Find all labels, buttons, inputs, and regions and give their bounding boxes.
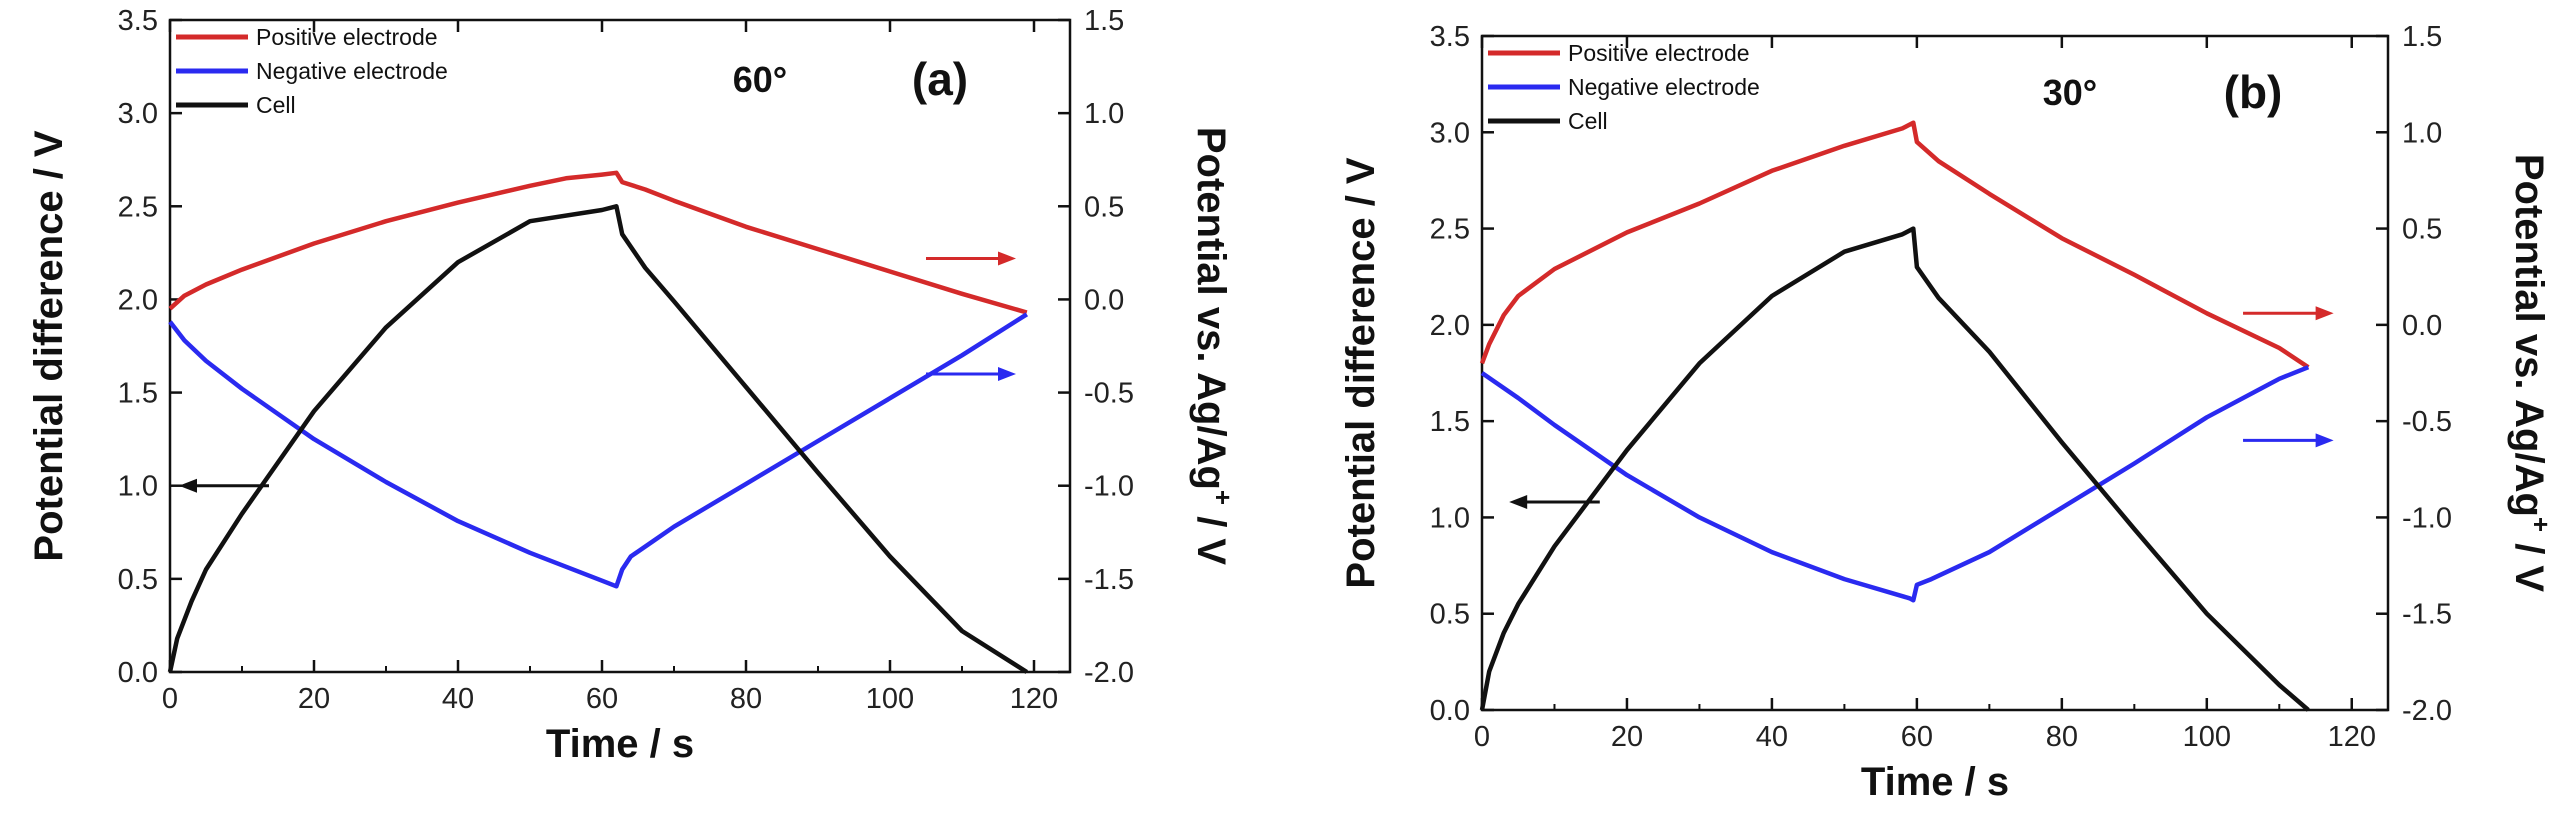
y-tick-label: 3.0	[1430, 117, 1470, 149]
legend-label: Cell	[256, 92, 296, 118]
y-tick-label: 3.0	[118, 98, 158, 130]
y-tick-label: 2.0	[1430, 310, 1470, 342]
y-tick-label: 2.5	[118, 191, 158, 223]
y-tick-label: 1.5	[118, 378, 158, 410]
y2-tick-label: -1.0	[2402, 502, 2452, 534]
y2-axis-label: Potential vs. Ag/Ag+ / V	[1189, 127, 1238, 566]
y2-axis-label-unit: / V	[2507, 532, 2551, 592]
y2-axis-label-main: Potential vs. Ag/Ag	[1189, 127, 1233, 490]
y2-tick-label: -1.5	[2402, 599, 2452, 631]
x-tick-label: 0	[1474, 721, 1490, 753]
y-tick-label: 0.0	[118, 657, 158, 689]
panel-label: (a)	[912, 53, 968, 105]
x-tick-label: 60	[586, 683, 618, 715]
legend-label: Negative electrode	[1568, 74, 1760, 100]
y2-axis-label-superscript: +	[2526, 517, 2556, 532]
legend-label: Positive electrode	[256, 24, 438, 50]
axis-indicator-arrowhead	[2315, 433, 2334, 448]
y2-tick-label: -0.5	[2402, 406, 2452, 438]
y2-tick-label: -1.5	[1084, 564, 1134, 596]
x-tick-label: 40	[442, 683, 474, 715]
axis-indicator-arrowhead	[998, 251, 1016, 266]
series-line-positive-electrode	[1479, 120, 2310, 370]
y2-axis-label: Potential vs. Ag/Ag+ / V	[2507, 154, 2556, 593]
axis-indicator-arrowhead	[1509, 495, 1528, 510]
y-tick-label: 1.0	[118, 471, 158, 503]
y-tick-label: 0.5	[118, 564, 158, 596]
series-line-positive-electrode	[168, 170, 1028, 315]
y2-axis-label-superscript: +	[1208, 490, 1238, 505]
plot-frame	[1480, 34, 2390, 712]
angle-annotation: 30°	[2043, 72, 2097, 113]
series-line-cell	[1479, 226, 2310, 712]
plot-frame	[168, 18, 1072, 674]
panel-label: (b)	[2224, 66, 2283, 118]
y-tick-label: 1.5	[1430, 406, 1470, 438]
series-line-cell	[167, 204, 1029, 674]
axis-indicator-arrowhead	[2315, 306, 2334, 321]
chart-panel-a: 0 20 40 60 80 100 120 0.0 0.5 1.0 1.5 2.0 2.5 3.0 3.5 -…	[27, 5, 1238, 766]
y2-tick-label: -0.5	[1084, 378, 1134, 410]
x-axis-label: Time / s	[546, 722, 694, 766]
y-tick-label: 2.0	[118, 284, 158, 316]
y-tick-label: 0.0	[1430, 695, 1470, 727]
y2-tick-label: -2.0	[1084, 657, 1134, 689]
y2-tick-label: 1.0	[2402, 117, 2442, 149]
y2-tick-label: -1.0	[1084, 471, 1134, 503]
y2-tick-label: 0.5	[1084, 191, 1124, 223]
x-tick-label: 100	[2183, 721, 2231, 753]
axis-indicator-arrowhead	[998, 366, 1016, 381]
y2-tick-label: 0.0	[1084, 284, 1124, 316]
y-axis-label: Potential difference / V	[1339, 157, 1383, 589]
series-line-negative-electrode	[168, 312, 1029, 589]
angle-annotation: 60°	[733, 59, 787, 100]
x-axis-label: Time / s	[1861, 760, 2009, 804]
y2-tick-label: 1.5	[2402, 21, 2442, 53]
x-tick-label: 80	[2046, 721, 2078, 753]
chart-panel-b: 0 20 40 60 80 100 120 0.0 0.5 1.0 1.5 2.0 2.5 3.0 3.5 -…	[1339, 21, 2556, 804]
x-tick-label: 80	[730, 683, 762, 715]
y-tick-label: 3.5	[118, 5, 158, 37]
y2-tick-label: 0.0	[2402, 310, 2442, 342]
y2-tick-label: 1.5	[1084, 5, 1124, 37]
y-tick-label: 1.0	[1430, 502, 1470, 534]
y-tick-label: 0.5	[1430, 599, 1470, 631]
x-tick-label: 20	[1611, 721, 1643, 753]
series-line-negative-electrode	[1480, 365, 2310, 603]
x-tick-label: 0	[162, 683, 178, 715]
x-tick-label: 120	[2328, 721, 2376, 753]
x-tick-label: 100	[866, 683, 914, 715]
y2-axis-label-unit: / V	[1189, 505, 1233, 565]
x-tick-label: 40	[1756, 721, 1788, 753]
x-tick-label: 20	[298, 683, 330, 715]
y2-axis-label-main: Potential vs. Ag/Ag	[2507, 154, 2551, 517]
y-axis-label: Potential difference / V	[27, 130, 71, 562]
x-tick-label: 120	[1010, 683, 1058, 715]
axis-indicator-arrowhead	[179, 478, 197, 493]
y-tick-label: 3.5	[1430, 21, 1470, 53]
y2-tick-label: 0.5	[2402, 214, 2442, 246]
legend-label: Cell	[1568, 108, 1608, 134]
y2-tick-label: 1.0	[1084, 98, 1124, 130]
y-tick-label: 2.5	[1430, 214, 1470, 246]
y2-tick-label: -2.0	[2402, 695, 2452, 727]
legend-label: Positive electrode	[1568, 40, 1750, 66]
x-tick-label: 60	[1901, 721, 1933, 753]
legend-label: Negative electrode	[256, 58, 448, 84]
